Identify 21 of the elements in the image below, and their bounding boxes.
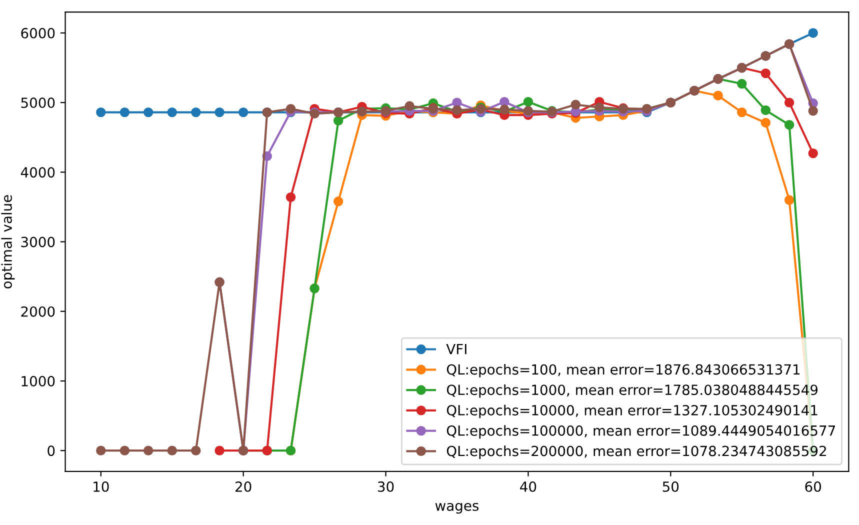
legend-label: QL:epochs=200000, mean error=1078.234743085592 (446, 446, 826, 459)
y-tick-label: 4000 (20, 167, 55, 178)
y-axis-title: optimal value (1, 195, 15, 288)
x-tick-label: 50 (662, 481, 679, 492)
y-tick-label: 1000 (22, 376, 55, 386)
x-tick-label: 40 (520, 481, 536, 492)
y-tick-label: 3000 (21, 236, 55, 248)
x-axis-title: wages (435, 502, 479, 514)
y-tick-label: 5000 (21, 98, 55, 108)
legend-label: QL:epochs=1000, mean error=1785.0380488445549 (446, 384, 818, 398)
legend-label: VFI (446, 344, 466, 354)
legend-label: QL:epochs=100, mean error=1876.843066531371 (446, 364, 800, 378)
x-tick-label: 20 (236, 481, 252, 492)
x-tick-label: 10 (94, 481, 109, 492)
y-tick-label: 6000 (21, 28, 55, 38)
x-tick-label: 60 (805, 481, 821, 492)
legend-label: QL:epochs=10000, mean error=1327.105302490141 (446, 404, 818, 418)
y-tick-label: 0 (48, 446, 55, 456)
x-tick-label: 30 (378, 481, 394, 492)
legend-label: QL:epochs=100000, mean error=1089.4449054016577 (446, 425, 835, 439)
y-tick-label: 2000 (21, 306, 55, 317)
